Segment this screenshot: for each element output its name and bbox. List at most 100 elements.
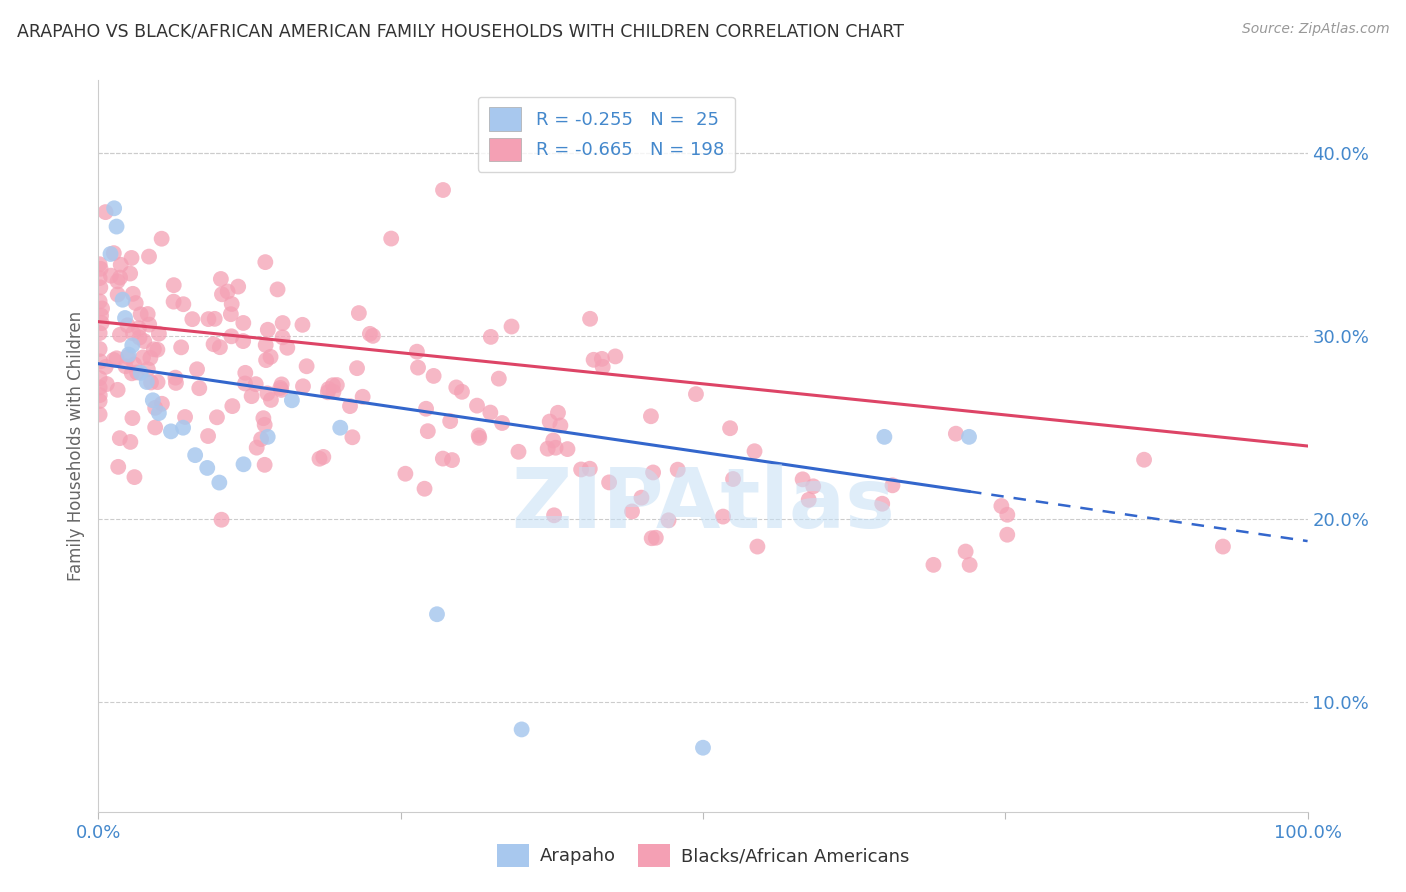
Point xyxy=(439,414,461,428)
Point xyxy=(90,261,112,276)
Point xyxy=(121,411,143,425)
Point xyxy=(90,316,112,330)
Point xyxy=(394,467,416,481)
Point xyxy=(232,316,254,330)
Point xyxy=(118,348,141,362)
Point xyxy=(569,462,592,476)
Point xyxy=(89,271,111,285)
Point xyxy=(221,399,243,413)
Point xyxy=(446,380,468,394)
Text: Source: ZipAtlas.com: Source: ZipAtlas.com xyxy=(1241,22,1389,37)
Point xyxy=(89,257,111,271)
Y-axis label: Family Households with Children: Family Households with Children xyxy=(67,311,86,581)
Point xyxy=(107,287,129,301)
Point xyxy=(184,448,207,462)
Point xyxy=(271,330,294,344)
Point xyxy=(329,421,352,435)
Point xyxy=(150,232,173,246)
Point xyxy=(108,270,131,285)
Point xyxy=(253,417,276,432)
Point xyxy=(100,268,122,283)
Point xyxy=(129,307,152,321)
Point xyxy=(90,309,112,323)
Point xyxy=(592,359,614,374)
Point xyxy=(94,205,117,219)
Point xyxy=(172,297,194,311)
Point xyxy=(117,350,139,364)
Point xyxy=(89,354,111,368)
Point xyxy=(135,375,157,389)
Point xyxy=(543,508,565,523)
Point xyxy=(491,416,513,430)
Legend: R = -0.255   N =  25, R = -0.665   N = 198: R = -0.255 N = 25, R = -0.665 N = 198 xyxy=(478,96,735,172)
Point xyxy=(108,327,131,342)
Point xyxy=(640,531,662,545)
Point xyxy=(172,421,194,435)
Point xyxy=(120,434,142,449)
Point xyxy=(105,351,128,366)
Point xyxy=(945,426,967,441)
Point xyxy=(136,307,159,321)
Point xyxy=(114,311,136,326)
Point xyxy=(922,558,945,572)
Point xyxy=(406,360,429,375)
Point xyxy=(501,319,523,334)
Point xyxy=(208,340,231,354)
Point xyxy=(100,247,122,261)
Point xyxy=(440,453,463,467)
Point xyxy=(582,352,605,367)
Point xyxy=(352,390,374,404)
Point xyxy=(217,285,239,299)
Point xyxy=(260,392,283,407)
Point xyxy=(181,312,204,326)
Point xyxy=(256,323,278,337)
Point xyxy=(146,375,169,389)
Point xyxy=(221,329,243,343)
Point xyxy=(232,457,254,471)
Point xyxy=(406,344,429,359)
Point xyxy=(281,393,304,408)
Point xyxy=(121,286,143,301)
Point xyxy=(801,479,824,493)
Point xyxy=(121,338,143,352)
Point xyxy=(134,334,156,348)
Point xyxy=(89,408,111,422)
Point xyxy=(146,343,169,357)
Point xyxy=(142,393,165,408)
Point xyxy=(312,450,335,464)
Point xyxy=(322,378,344,392)
Point xyxy=(186,362,208,376)
Point xyxy=(246,441,269,455)
Point xyxy=(202,337,225,351)
Point xyxy=(792,472,814,486)
Point xyxy=(259,350,281,364)
Point xyxy=(205,410,228,425)
Point xyxy=(252,411,274,425)
Point xyxy=(711,509,734,524)
Point xyxy=(110,258,132,272)
Point xyxy=(232,334,254,348)
Point xyxy=(111,293,134,307)
Point xyxy=(89,380,111,394)
Point xyxy=(270,383,292,397)
Point xyxy=(990,499,1012,513)
Point xyxy=(347,306,370,320)
Point xyxy=(415,401,437,416)
Point xyxy=(163,278,186,293)
Point xyxy=(591,351,613,366)
Point xyxy=(510,723,533,737)
Point xyxy=(550,418,572,433)
Point xyxy=(579,311,602,326)
Point xyxy=(120,267,142,281)
Point xyxy=(467,428,489,442)
Point xyxy=(89,371,111,385)
Point xyxy=(1133,452,1156,467)
Point xyxy=(254,353,277,368)
Point xyxy=(250,432,273,446)
Point xyxy=(361,329,384,343)
Point xyxy=(221,297,243,311)
Point xyxy=(995,508,1018,522)
Point xyxy=(721,472,744,486)
Point xyxy=(598,475,620,490)
Point xyxy=(211,287,233,301)
